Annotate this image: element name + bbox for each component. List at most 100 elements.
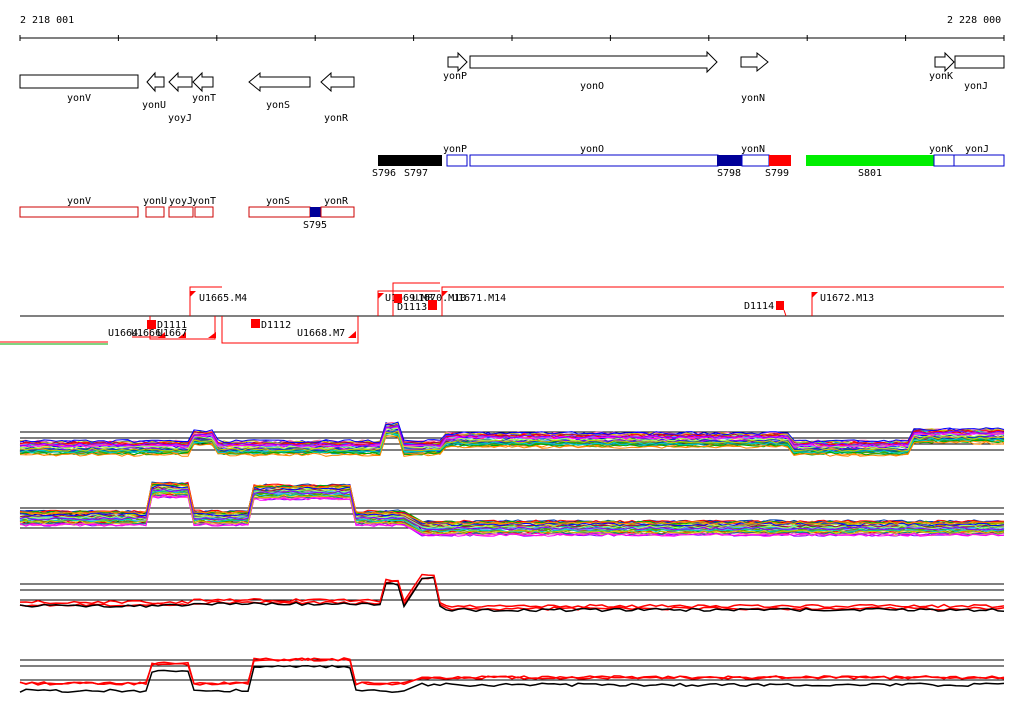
transcript-label: U1672.M13 bbox=[820, 293, 874, 304]
segment-yonJ[interactable] bbox=[953, 154, 1005, 167]
segment-gene-label: yonU bbox=[143, 196, 167, 207]
segment-track-upper: yonP yonO yonN yonK yonJ S796 S797 S798 … bbox=[372, 144, 1005, 179]
gene-yonR[interactable]: yonR bbox=[320, 71, 355, 124]
transcript-label: D1113 bbox=[397, 302, 427, 313]
segment-gene-label: yonJ bbox=[965, 144, 989, 155]
gene-yoyJ[interactable]: yoyJ bbox=[168, 71, 193, 124]
profile-panel bbox=[19, 657, 1005, 693]
transcript-label: D1114 bbox=[744, 301, 774, 312]
segment-yonK[interactable] bbox=[933, 154, 955, 167]
segment-gene-label: yonS bbox=[266, 196, 290, 207]
profile-line bbox=[19, 576, 1005, 613]
segment-gene-label: yonK bbox=[929, 144, 953, 155]
segment-yoyJ[interactable] bbox=[168, 206, 194, 218]
feature-label: S798 bbox=[717, 168, 741, 179]
gene-track: yonV yonU yoyJ yonT yonS yonR yonP bbox=[19, 50, 1005, 124]
profile-line bbox=[19, 482, 1005, 525]
expression-profiles bbox=[19, 421, 1005, 693]
gene-yonN[interactable]: yonN bbox=[740, 51, 769, 104]
segment-yonS[interactable] bbox=[248, 206, 311, 218]
gene-label: yonU bbox=[142, 100, 166, 111]
profile-line bbox=[19, 430, 1005, 452]
segment-yonN[interactable] bbox=[741, 154, 770, 167]
segment-S801[interactable] bbox=[806, 155, 934, 166]
gene-label: yonN bbox=[741, 93, 765, 104]
segment-gene-label: yonP bbox=[443, 144, 467, 155]
profile-panel bbox=[19, 573, 1005, 613]
feature-label: S801 bbox=[858, 168, 882, 179]
segment-S795[interactable] bbox=[310, 207, 321, 217]
gene-label: yonR bbox=[324, 113, 349, 124]
transcript-track: U1665.M4 U1669.M8 U1670.M10 U1671.M14 D1… bbox=[0, 282, 1004, 345]
coord-end: 2 228 000 bbox=[947, 15, 1001, 26]
segment-yonU[interactable] bbox=[145, 206, 165, 218]
segment-gene-label: yonV bbox=[67, 196, 91, 207]
segment-yonV[interactable] bbox=[19, 206, 139, 218]
segment-gene-label: yonR bbox=[324, 196, 349, 207]
transcript-label: U1668.M7 bbox=[297, 328, 345, 339]
gene-label: yonK bbox=[929, 71, 953, 82]
gene-yonP[interactable]: yonP bbox=[443, 51, 468, 82]
gene-label: yonT bbox=[192, 93, 216, 104]
feature-label: S799 bbox=[765, 168, 789, 179]
segment-S798[interactable] bbox=[717, 155, 742, 166]
segment-S799[interactable] bbox=[769, 155, 791, 166]
gene-yonT[interactable]: yonT bbox=[192, 71, 216, 104]
profile-line bbox=[19, 424, 1005, 447]
segment-gene-label: yoyJ bbox=[169, 196, 193, 207]
segment-yonT[interactable] bbox=[194, 206, 214, 218]
segment-yonO[interactable] bbox=[469, 154, 719, 167]
profile-line bbox=[19, 430, 1005, 452]
profile-panel bbox=[19, 421, 1005, 457]
profile-line bbox=[19, 426, 1005, 448]
profile-line bbox=[19, 657, 1005, 686]
gene-label: yoyJ bbox=[168, 113, 192, 124]
segment-yonP[interactable] bbox=[446, 154, 468, 167]
feature-label: S797 bbox=[404, 168, 428, 179]
profile-line bbox=[19, 490, 1005, 533]
gene-yonU[interactable]: yonU bbox=[142, 71, 166, 111]
profile-line bbox=[19, 427, 1005, 450]
gene-label: yonS bbox=[266, 100, 290, 111]
feature-label: S796 bbox=[372, 168, 396, 179]
profile-line bbox=[19, 488, 1005, 531]
feature-label: S795 bbox=[303, 220, 327, 231]
profile-line bbox=[19, 664, 1005, 693]
gene-yonS[interactable]: yonS bbox=[248, 71, 311, 111]
segment-S796-S797[interactable] bbox=[378, 155, 442, 166]
transcript-label: U1670.M10 bbox=[412, 293, 466, 304]
transcript-label: D1112 bbox=[261, 320, 291, 331]
gene-label: yonV bbox=[67, 93, 91, 104]
segment-yonR[interactable] bbox=[320, 206, 355, 218]
gene-yonV[interactable]: yonV bbox=[19, 74, 139, 104]
profile-line bbox=[19, 494, 1005, 537]
segment-gene-label: yonO bbox=[580, 144, 604, 155]
profile-line bbox=[19, 435, 1005, 456]
segment-gene-label: yonN bbox=[741, 144, 765, 155]
profile-line bbox=[19, 484, 1005, 527]
profile-panel bbox=[19, 481, 1005, 537]
gene-yonO[interactable]: yonO bbox=[469, 50, 718, 92]
transcript-label: U1669.M8 bbox=[385, 293, 433, 304]
transcript-label: U1667 bbox=[157, 328, 187, 339]
profile-line bbox=[19, 435, 1005, 457]
profile-line bbox=[19, 486, 1005, 529]
profile-line bbox=[19, 492, 1005, 535]
profile-line bbox=[19, 573, 1005, 609]
segment-gene-label: yonT bbox=[192, 196, 216, 207]
coord-start: 2 218 001 bbox=[20, 15, 74, 26]
transcript-label: D1111 bbox=[157, 320, 187, 331]
segment-track-lower: yonV yonU yoyJ yonT yonS yonR S795 bbox=[19, 196, 355, 231]
gene-yonK[interactable]: yonK bbox=[929, 51, 955, 82]
transcript-label: U1671.M14 bbox=[452, 293, 506, 304]
transcript-label: U1665.M4 bbox=[199, 293, 247, 304]
transcript-label: U1664 bbox=[108, 328, 138, 339]
profile-line bbox=[19, 421, 1005, 444]
gene-label: yonJ bbox=[964, 81, 988, 92]
coordinate-ruler: 2 218 001 2 228 000 bbox=[19, 15, 1005, 41]
transcript-label: U1666 bbox=[131, 328, 161, 339]
gene-yonJ[interactable]: yonJ bbox=[954, 55, 1005, 92]
gene-label: yonO bbox=[580, 81, 604, 92]
gene-label: yonP bbox=[443, 71, 467, 82]
